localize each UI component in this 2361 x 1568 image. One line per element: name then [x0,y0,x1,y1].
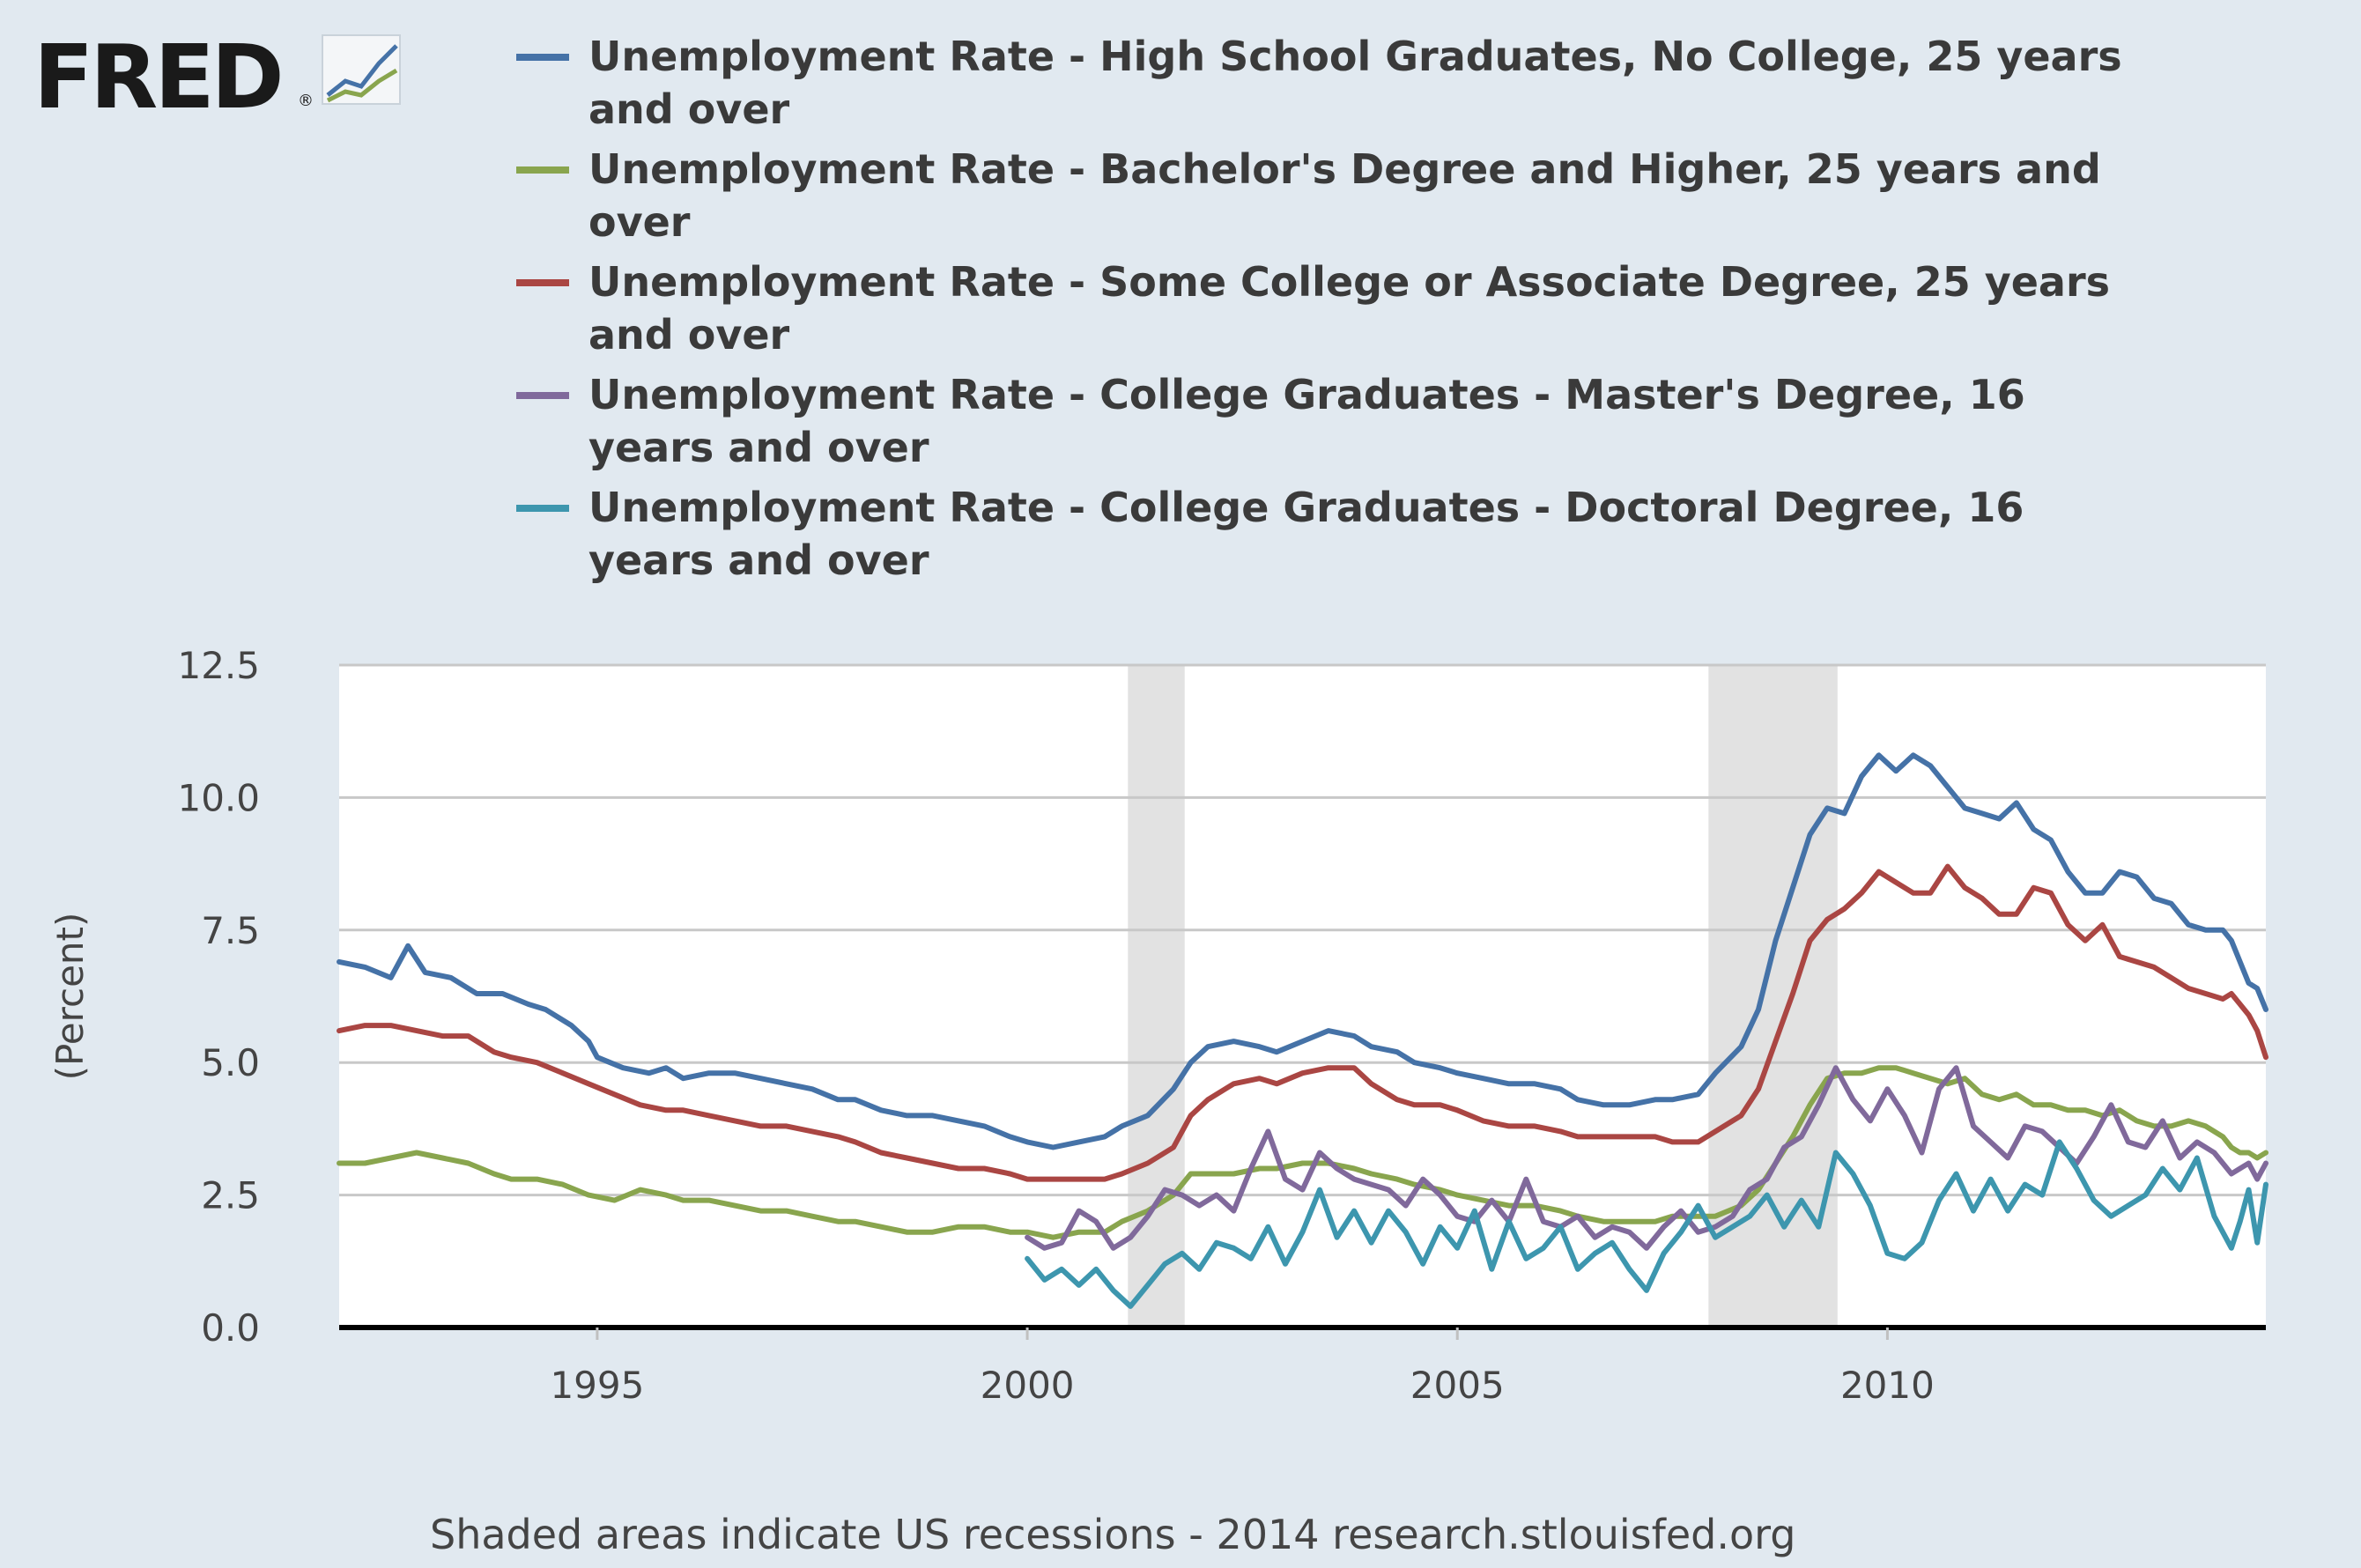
y-tick-label: 7.5 [201,909,260,952]
legend-label-line: and over [588,85,790,133]
legend-label-line: Unemployment Rate - College Graduates - … [588,371,2025,418]
y-tick-label: 10.0 [177,776,260,819]
legend-item-4[interactable]: Unemployment Rate - College Graduates - … [516,371,2025,471]
chart-line-icon [322,34,401,105]
y-tick-label: 5.0 [201,1041,260,1084]
y-tick-label: 2.5 [201,1174,260,1217]
x-axis-ticks: 1995 2000 2005 2010 [550,1328,1935,1407]
x-tick-label: 2005 [1410,1364,1505,1407]
series-line-5 [1025,1139,2268,1309]
y-axis-title: (Percent) [48,913,92,1081]
series-line-2 [337,1065,2268,1240]
legend-label-line: Unemployment Rate - High School Graduate… [588,33,2122,80]
gridlines [339,663,2266,1197]
y-tick-label: 0.0 [201,1306,260,1350]
legend: Unemployment Rate - High School Graduate… [516,33,2122,584]
legend-item-3[interactable]: Unemployment Rate - Some College or Asso… [516,258,2110,359]
legend-item-5[interactable]: Unemployment Rate - College Graduates - … [516,484,2024,584]
y-tick-label: 12.5 [177,644,260,687]
series-lines [337,752,2268,1309]
x-tick-label: 2000 [981,1364,1075,1407]
legend-label-line: Unemployment Rate - College Graduates - … [588,484,2024,531]
legend-label-line: Unemployment Rate - Some College or Asso… [588,258,2110,306]
series-line-3 [337,863,2268,1182]
x-tick-label: 2010 [1840,1364,1935,1407]
plot-area [339,665,2266,1328]
legend-label-line: over [588,198,691,246]
registered-mark: ® [298,92,314,110]
legend-item-2[interactable]: Unemployment Rate - Bachelor's Degree an… [516,145,2101,246]
legend-label-line: years and over [588,536,929,584]
fred-logo[interactable]: FRED ® [33,26,401,129]
legend-label-line: Unemployment Rate - Bachelor's Degree an… [588,145,2101,193]
legend-item-1[interactable]: Unemployment Rate - High School Graduate… [516,33,2122,133]
fred-logo-text: FRED [33,26,281,129]
y-axis-ticks: 0.0 2.5 5.0 7.5 10.0 12.5 [177,644,260,1350]
legend-label-line: years and over [588,424,929,471]
series-line-1 [337,752,2268,1150]
footer-note: Shaded areas indicate US recessions - 20… [430,1511,1795,1558]
legend-label-line: and over [588,311,790,359]
x-tick-label: 1995 [550,1364,644,1407]
